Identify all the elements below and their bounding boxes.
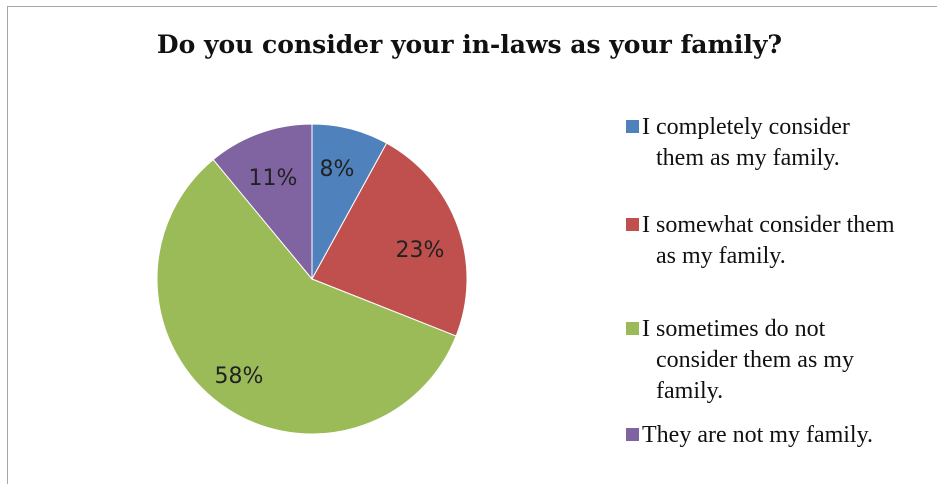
legend-label-4: They are not my family. bbox=[642, 420, 934, 451]
slice-data-label-3: 58% bbox=[215, 364, 264, 389]
slice-data-label-2: 23% bbox=[396, 238, 445, 263]
legend-swatch-1 bbox=[626, 120, 639, 133]
legend-item-2: I somewhat consider them as my family. bbox=[626, 210, 934, 272]
legend-swatch-4 bbox=[626, 428, 639, 441]
legend-item-1: I completely consider them as my family. bbox=[626, 112, 934, 174]
slice-data-label-4: 11% bbox=[249, 166, 298, 191]
legend-swatch-2 bbox=[626, 218, 639, 231]
legend-label-line: I sometimes do not bbox=[642, 316, 826, 342]
pie-slice-2 bbox=[311, 142, 468, 337]
legend-label-line: consider them as my bbox=[656, 347, 854, 373]
pie-slice-4 bbox=[212, 123, 313, 281]
legend-label-line: They are not my family. bbox=[642, 422, 874, 448]
legend-label-line: them as my family. bbox=[656, 145, 840, 171]
legend-label-2: I somewhat consider them as my family. bbox=[642, 210, 934, 272]
legend-item-3: I sometimes do not consider them as my fam… bbox=[626, 314, 934, 407]
chart-title: Do you consider your in-laws as your fam… bbox=[156, 30, 783, 59]
legend-label-line: family. bbox=[656, 378, 724, 404]
legend-label-3: I sometimes do not consider them as my fam… bbox=[642, 314, 934, 407]
legend-swatch-3 bbox=[626, 322, 639, 335]
legend-label-line: I somewhat consider them bbox=[642, 212, 895, 238]
slice-data-label-1: 8% bbox=[320, 157, 355, 182]
pie-slice-3 bbox=[156, 158, 457, 435]
legend-label-1: I completely consider them as my family. bbox=[642, 112, 934, 174]
legend-label-line: I completely consider bbox=[642, 114, 850, 140]
legend-label-line: as my family. bbox=[656, 243, 786, 269]
legend-item-4: They are not my family. bbox=[626, 420, 934, 451]
